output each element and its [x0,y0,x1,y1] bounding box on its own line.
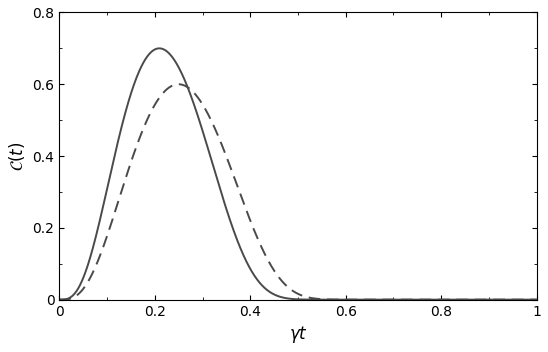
X-axis label: $\gamma t$: $\gamma t$ [289,324,307,345]
Y-axis label: $\mathcal{C}(t)$: $\mathcal{C}(t)$ [7,141,27,171]
